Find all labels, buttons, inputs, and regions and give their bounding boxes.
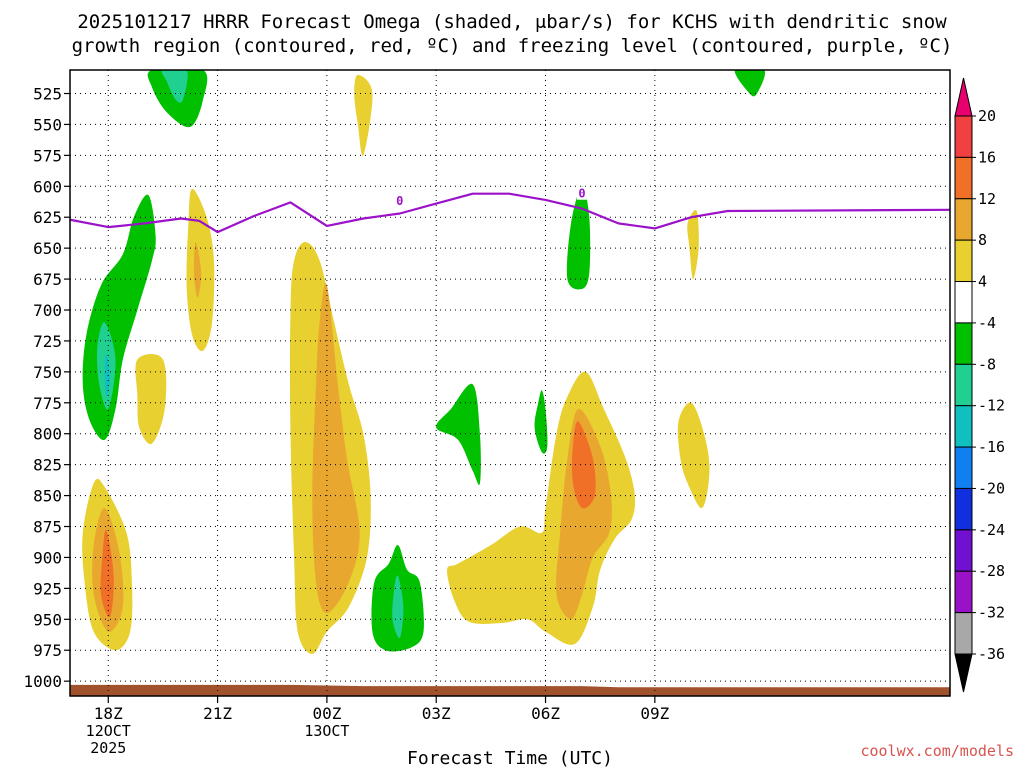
y-tick-label-675: 675 [33,270,62,289]
y-tick-label-650: 650 [33,239,62,258]
colorbar-top-triangle [954,77,973,117]
freezing-level-layer: 00 [70,186,950,234]
colorbar-segment-6 [954,322,973,365]
omega-region-23 [555,408,612,620]
colorbar-label-0: 20 [978,107,996,125]
colorbar-segment-9 [954,446,973,489]
colorbar-segment-11 [954,529,973,572]
x-tick-label-1: 21Z [203,704,232,723]
x-tick-date-2: 13OCT [304,722,349,740]
colorbar-segment-13 [954,612,973,655]
omega-region-1 [161,70,188,103]
omega-region-2 [734,70,766,97]
freezing-level-label-0: 0 [396,194,403,208]
omega-region-14 [100,529,114,618]
colorbar-segment-1 [954,115,973,158]
x-tick-label-5: 09Z [640,704,669,723]
omega-region-18 [687,210,699,280]
y-tick-label-875: 875 [33,518,62,537]
y-tick-label-725: 725 [33,332,62,351]
omega-region-24 [571,421,596,509]
omega-region-21 [392,575,404,639]
colorbar-segment-2 [954,156,973,200]
ground-layer [70,684,950,696]
x-tick-label-0: 18Z [94,704,123,723]
y-tick-label-625: 625 [33,208,62,227]
colorbar-label-13: -36 [978,645,1005,663]
colorbar-label-12: -32 [978,604,1005,622]
colorbar-segment-3 [954,198,973,241]
y-tick-label-600: 600 [33,177,62,196]
ground-surface [70,684,950,696]
colorbar-label-11: -28 [978,562,1005,580]
y-tick-label-575: 575 [33,146,62,165]
omega-region-8 [193,242,202,298]
y-tick-label-550: 550 [33,115,62,134]
x-axis-label: Forecast Time (UTC) [407,748,613,768]
colorbar-label-2: 12 [978,190,996,208]
freezing-label-bg-1 [576,186,587,200]
colorbar-label-6: -8 [978,355,996,373]
colorbar-bottom-triangle [954,653,973,693]
colorbar-label-7: -12 [978,397,1005,415]
y-tick-label-525: 525 [33,85,62,104]
colorbar-label-1: 16 [978,148,996,166]
grid-lines [70,70,950,696]
x-tick-label-2: 00Z [312,704,341,723]
chart-title-line-2: growth region (contoured, red, ºC) and f… [72,35,953,57]
colorbar-segment-7 [954,363,973,407]
x-tick-label-3: 03Z [422,704,451,723]
omega-region-11 [312,283,360,614]
x-tick-date-0: 12OCT [86,722,131,740]
omega-region-3 [354,74,373,157]
y-axis-ticks: 525 550 575 600 625 650 675 700 725 750 775 800 825 8… [23,85,70,691]
freezing-level-line [70,192,950,234]
omega-region-16 [534,390,548,454]
omega-region-19 [677,402,710,509]
y-tick-label-850: 850 [33,487,62,506]
freezing-label-bg-0 [394,194,405,208]
omega-region-9 [135,354,167,445]
colorbar-segment-5 [954,281,973,324]
colorbar-segment-10 [954,487,973,531]
colorbar-label-3: 8 [978,231,987,249]
y-tick-label-775: 775 [33,394,62,413]
y-tick-label-825: 825 [33,456,62,475]
y-tick-label-925: 925 [33,579,62,598]
chart-title-line-1: 2025101217 HRRR Forecast Omega (shaded, … [77,11,947,33]
colorbar-label-4: 4 [978,273,987,291]
colorbar-label-5: -4 [978,314,996,332]
y-tick-label-950: 950 [33,610,62,629]
y-tick-label-700: 700 [33,301,62,320]
credit-link[interactable]: coolwx.com/models [860,742,1014,760]
colorbar-segment-8 [954,405,973,448]
colorbar-label-10: -24 [978,521,1005,539]
colorbar-segment-12 [954,570,973,614]
y-tick-label-800: 800 [33,425,62,444]
omega-region-17 [566,186,591,290]
freezing-level-label-1: 0 [578,187,585,201]
y-tick-label-1000: 1000 [23,672,62,691]
y-tick-label-900: 900 [33,548,62,567]
colorbar-label-9: -20 [978,479,1005,497]
x-tick-year-0: 2025 [90,739,126,757]
omega-regions [82,70,766,654]
colorbar-segment-4 [954,239,973,283]
colorbar-label-8: -16 [978,438,1005,456]
colorbar: 20 16 12 8 4 -4 -8 -12 -16 -20 -24 -28 -32 -36 [954,77,1005,693]
y-tick-label-975: 975 [33,641,62,660]
omega-region-15 [436,383,481,485]
y-tick-label-750: 750 [33,363,62,382]
plot-frame [69,69,951,697]
x-tick-label-4: 06Z [531,704,560,723]
